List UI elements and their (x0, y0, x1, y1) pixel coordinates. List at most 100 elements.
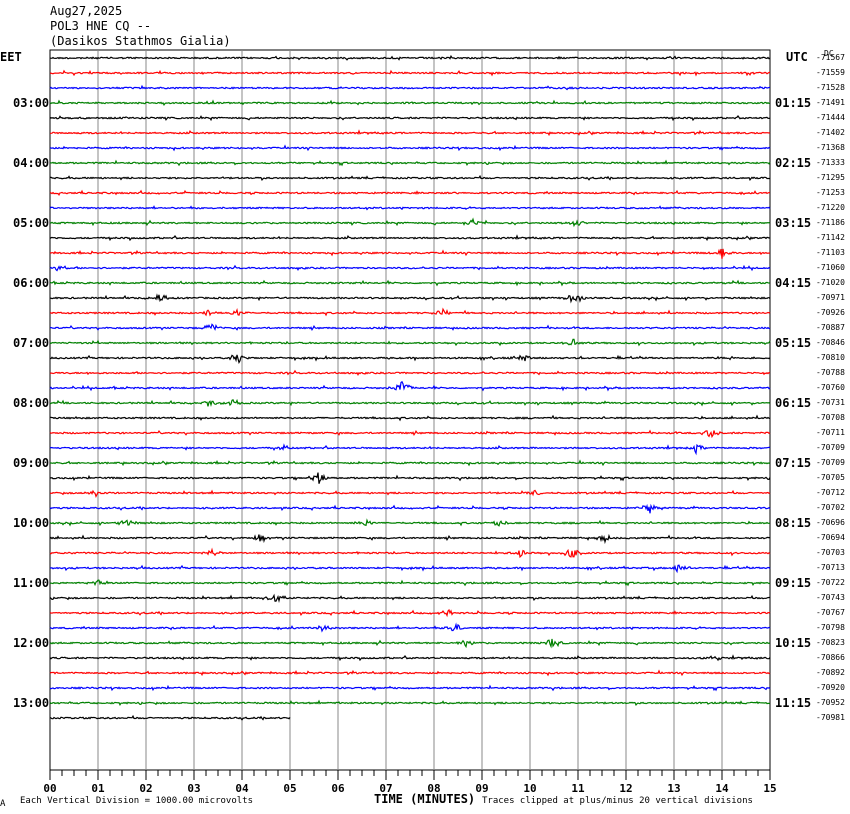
seismic-trace (49, 369, 771, 376)
right-time-label: 06:15 (775, 396, 812, 410)
dc-offset-label: -70709 (816, 443, 845, 452)
dc-offset-label: -71295 (816, 173, 845, 182)
seismic-trace (49, 472, 771, 484)
x-tick-label: 05 (283, 782, 296, 795)
right-time-label: 09:15 (775, 576, 812, 590)
seismic-trace (49, 69, 771, 77)
right-time-label: 10:15 (775, 636, 812, 650)
x-axis-title: TIME (MINUTES) (374, 792, 476, 806)
x-tick-label: 15 (763, 782, 776, 795)
dc-offset-label: -70703 (816, 548, 845, 557)
seismic-trace (49, 84, 771, 91)
dc-offset-label: -70711 (816, 428, 845, 437)
left-time-label: 09:00 (13, 456, 50, 470)
left-time-label: 08:00 (13, 396, 50, 410)
seismic-trace (49, 564, 771, 574)
seismic-trace (50, 414, 771, 422)
dc-offset-label: -70760 (816, 383, 845, 392)
left-time-label: 04:00 (13, 156, 50, 170)
seismic-trace (49, 144, 771, 152)
footer-scale-note: Each Vertical Division = 1000.00 microvo… (20, 796, 253, 806)
seismic-trace (49, 293, 771, 304)
header-station: POL3 HNE CQ -- (50, 19, 152, 33)
dc-offset-label: -71444 (816, 113, 845, 122)
seismic-trace (49, 398, 771, 407)
dc-offset-label: -70887 (816, 323, 845, 332)
seismic-trace (49, 248, 771, 259)
plot-frame (49, 49, 771, 771)
dc-offset-label: -70712 (816, 488, 845, 497)
seismic-trace (49, 174, 771, 182)
seismic-trace (49, 217, 771, 228)
right-timezone: UTC (786, 50, 808, 64)
dc-offset-label: -71491 (816, 98, 845, 107)
x-tick-label: 12 (619, 782, 632, 795)
dc-offset-label: -71060 (816, 263, 845, 272)
dc-offset-label: -70971 (816, 293, 845, 302)
seismic-trace (49, 593, 770, 603)
x-tick-label: 06 (331, 782, 345, 795)
seismic-trace (49, 189, 771, 197)
seismic-trace (49, 264, 771, 272)
dc-offset-label: -70708 (816, 413, 845, 422)
x-tick-label: 09 (475, 782, 488, 795)
x-tick-label: 04 (235, 782, 249, 795)
right-time-label: 11:15 (775, 696, 812, 710)
seismic-trace (49, 279, 770, 287)
dc-offset-label: -70709 (816, 458, 845, 467)
seismic-trace (50, 307, 771, 317)
dc-offset-label: -71103 (816, 248, 845, 257)
dc-offset-label: -70866 (816, 653, 845, 662)
seismic-trace (49, 622, 771, 633)
seismic-trace (49, 518, 771, 527)
seismic-trace (50, 323, 771, 331)
right-time-label: 01:15 (775, 96, 812, 110)
seismic-trace (49, 114, 771, 122)
seismic-trace (49, 714, 291, 721)
dc-offset-label: -70705 (816, 473, 845, 482)
seismic-trace (49, 608, 771, 618)
seismic-trace (49, 638, 771, 649)
x-tick-label: 07 (379, 782, 392, 795)
dc-offset-label: -70798 (816, 623, 845, 632)
dc-offset-label: -71186 (816, 218, 845, 227)
x-tick-label: 03 (187, 782, 200, 795)
dc-offset-label: -71333 (816, 158, 845, 167)
seismic-trace (49, 354, 771, 365)
dc-offset-label: -70731 (816, 398, 845, 407)
right-time-label: 07:15 (775, 456, 812, 470)
dc-offset-label: -70846 (816, 338, 845, 347)
dc-offset-label: -71220 (816, 203, 845, 212)
dc-offset-label: -70981 (816, 713, 845, 722)
dc-offset-label: -71368 (816, 143, 845, 152)
right-time-label: 02:15 (775, 156, 812, 170)
dc-offset-label: -71567 (816, 53, 845, 62)
x-tick-label: 10 (523, 782, 536, 795)
dc-offset-label: -70702 (816, 503, 845, 512)
seismic-trace (49, 684, 771, 692)
dc-offset-label: -70767 (816, 608, 845, 617)
seismic-trace (49, 443, 771, 456)
left-time-label: 06:00 (13, 276, 50, 290)
x-tick-label: 01 (91, 782, 105, 795)
dc-offset-label: -70713 (816, 563, 845, 572)
right-time-label: 03:15 (775, 216, 812, 230)
seismic-trace (49, 234, 771, 242)
left-timezone: EET (0, 50, 22, 64)
dc-offset-label: -70694 (816, 533, 845, 542)
seismic-trace (49, 205, 771, 211)
left-time-label: 10:00 (13, 516, 50, 530)
seismic-trace (49, 533, 771, 545)
seismic-trace (49, 429, 771, 439)
dc-offset-label: -70722 (816, 578, 845, 587)
dc-offset-label: -70788 (816, 368, 845, 377)
seismic-trace (50, 54, 771, 61)
dc-offset-label: -71402 (816, 128, 845, 137)
dc-offset-label: -70952 (816, 698, 845, 707)
seismic-trace (49, 699, 771, 707)
dc-offset-label: -70926 (816, 308, 845, 317)
left-time-label: 11:00 (13, 576, 50, 590)
dc-offset-label: -70823 (816, 638, 845, 647)
right-time-label: 05:15 (775, 336, 812, 350)
